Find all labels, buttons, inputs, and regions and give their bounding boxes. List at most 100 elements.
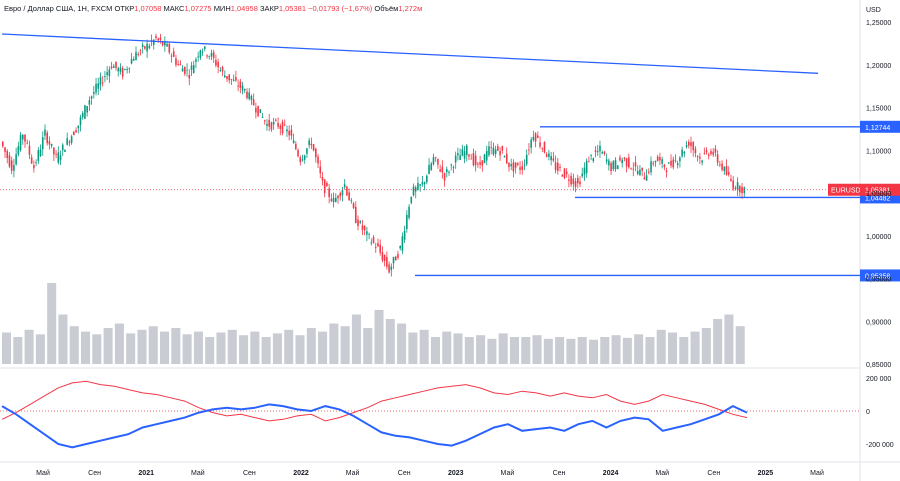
candle-body	[479, 162, 481, 165]
volume-bar	[509, 337, 519, 364]
candle-body	[401, 236, 404, 251]
candle-body	[224, 75, 226, 78]
volume-bar	[126, 333, 136, 364]
candle-body	[410, 196, 413, 203]
oscillator-tick-label: 0	[866, 409, 870, 416]
volume-bar	[47, 283, 57, 364]
candle-body	[736, 182, 739, 190]
volume-bar	[81, 331, 91, 364]
candle-body	[719, 164, 721, 166]
candle-body	[235, 77, 237, 81]
oscillator-red-line	[1, 380, 748, 422]
candle-body	[439, 169, 441, 172]
candle-body	[699, 156, 701, 159]
candle-body	[725, 166, 728, 175]
candle-body	[643, 177, 646, 180]
candle-body	[523, 164, 526, 166]
high-label: МАКС	[163, 4, 185, 13]
candle-body	[215, 59, 217, 66]
candle-body	[412, 186, 415, 196]
candle-body	[277, 122, 279, 127]
candle-body	[346, 186, 348, 196]
change-value: −0,01793 (−1,67%)	[308, 4, 373, 13]
candle-body	[192, 64, 195, 74]
level-label: 0,95358	[865, 273, 890, 280]
candle-body	[383, 255, 386, 262]
volume-bar	[318, 331, 328, 364]
volume-bar	[193, 331, 203, 364]
candle-body	[610, 162, 612, 172]
candle-body	[341, 189, 344, 196]
candle-body	[261, 117, 264, 118]
candle-body	[110, 66, 113, 69]
candle-body	[370, 242, 373, 244]
candle-body	[561, 175, 564, 177]
candle-body	[10, 160, 13, 171]
candle-body	[50, 143, 53, 146]
candle-body	[299, 157, 302, 163]
candle-body	[39, 149, 42, 157]
candle-body	[659, 157, 661, 161]
candle-body	[266, 123, 268, 127]
candle-body	[126, 69, 128, 71]
candle-body	[339, 192, 342, 197]
candle-body	[44, 129, 46, 136]
candle-body	[630, 168, 632, 170]
candle-body	[144, 46, 146, 49]
candle-body	[576, 177, 579, 184]
candle-body	[743, 187, 746, 194]
price-tick-label: 1,10000	[866, 148, 891, 155]
candle-body	[21, 134, 24, 140]
candle-body	[317, 156, 319, 164]
candle-body	[532, 136, 535, 140]
volume-bar	[419, 329, 429, 364]
candle-body	[13, 165, 15, 171]
oscillator-tick-label: -200 000	[866, 442, 894, 449]
candle-body	[288, 130, 290, 136]
candle-body	[574, 181, 577, 187]
symbol-tag	[828, 183, 860, 196]
candle-body	[357, 219, 359, 227]
candle-body	[739, 186, 741, 193]
open-label: ОТКР	[114, 4, 135, 13]
volume-bar	[690, 331, 700, 364]
candle-body	[525, 154, 528, 165]
candle-body	[164, 41, 166, 46]
candle-body	[417, 182, 419, 190]
candle-body	[168, 43, 171, 53]
horizontal-levels[interactable]: 1,12744 1,04482 0,95358 EURUSD 1,05381	[0, 120, 900, 282]
volume-bar	[182, 334, 192, 364]
candle-body	[99, 76, 102, 85]
time-tick-label: Сен	[243, 470, 256, 477]
candle-body	[692, 141, 695, 150]
candle-body	[554, 162, 557, 171]
trend-line[interactable]	[1, 33, 819, 74]
candle-body	[230, 79, 233, 80]
candle-body	[321, 176, 324, 181]
volume-bar	[272, 333, 282, 364]
candle-body	[352, 203, 355, 208]
volume-bar	[261, 337, 271, 364]
candle-body	[181, 68, 184, 72]
volume-bar	[114, 323, 124, 364]
candle-body	[259, 109, 262, 114]
candle-body	[490, 147, 492, 148]
candle-body	[24, 134, 26, 142]
symbol-title: Евро / Доллар США, 1Н, FXCM	[4, 4, 113, 13]
candle-body	[550, 156, 552, 161]
candle-body	[625, 158, 628, 167]
candle-body	[503, 156, 506, 158]
volume-bar	[340, 326, 350, 364]
candle-body	[592, 158, 595, 162]
volume-bar	[566, 338, 576, 364]
candle-body	[48, 141, 51, 145]
candle-body	[177, 63, 179, 65]
candle-body	[86, 106, 88, 113]
candle-body	[117, 68, 120, 72]
candle-body	[374, 247, 377, 249]
candle-body	[197, 56, 199, 58]
candle-body	[263, 120, 266, 122]
candle-body	[186, 69, 188, 71]
candle-body	[483, 154, 486, 164]
